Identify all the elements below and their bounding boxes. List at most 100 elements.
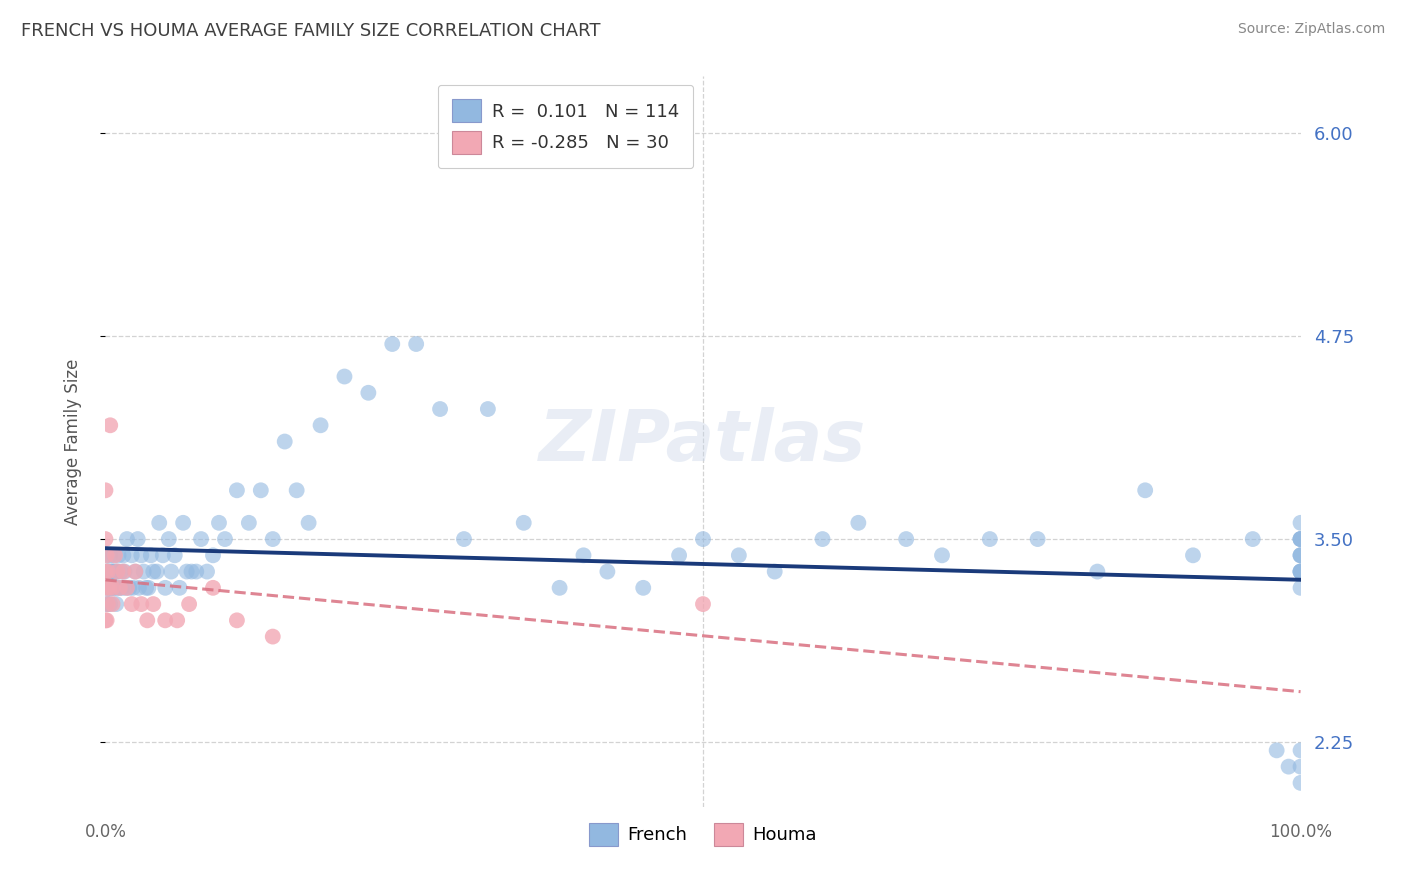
Point xyxy=(166,613,188,627)
Point xyxy=(121,597,143,611)
Point xyxy=(180,565,202,579)
Point xyxy=(129,597,153,611)
Point xyxy=(97,597,120,611)
Point xyxy=(104,581,127,595)
Point xyxy=(931,549,953,563)
Point xyxy=(811,532,834,546)
Point xyxy=(94,565,117,579)
Point xyxy=(157,532,180,546)
Point xyxy=(107,581,129,595)
Point xyxy=(142,597,165,611)
Point xyxy=(107,565,129,579)
Point xyxy=(453,532,475,546)
Point xyxy=(298,516,321,530)
Point xyxy=(225,613,249,627)
Point xyxy=(262,630,284,644)
Point xyxy=(1289,776,1312,790)
Point xyxy=(115,532,138,546)
Point xyxy=(1133,483,1156,498)
Point xyxy=(97,565,120,579)
Point xyxy=(129,549,153,563)
Point xyxy=(138,581,160,595)
Point xyxy=(1289,565,1312,579)
Point xyxy=(153,613,177,627)
Point xyxy=(309,418,332,433)
Point xyxy=(190,532,212,546)
Point xyxy=(104,549,127,563)
Point xyxy=(100,581,122,595)
Point xyxy=(94,613,117,627)
Point xyxy=(121,549,143,563)
Point xyxy=(110,565,132,579)
Point xyxy=(107,565,129,579)
Point xyxy=(128,581,150,595)
Point xyxy=(548,581,571,595)
Point xyxy=(100,581,122,595)
Point xyxy=(195,565,218,579)
Point xyxy=(1289,532,1312,546)
Point xyxy=(118,581,141,595)
Point xyxy=(172,516,194,530)
Point xyxy=(153,581,177,595)
Point xyxy=(97,581,120,595)
Point xyxy=(98,581,121,595)
Point xyxy=(979,532,1001,546)
Point xyxy=(177,597,201,611)
Point xyxy=(94,581,117,595)
Point xyxy=(108,581,131,595)
Point xyxy=(135,581,157,595)
Point xyxy=(202,549,225,563)
Point xyxy=(1181,549,1204,563)
Point xyxy=(96,549,118,563)
Point xyxy=(97,565,120,579)
Point xyxy=(1289,759,1312,773)
Point xyxy=(98,597,121,611)
Point xyxy=(96,597,118,611)
Point xyxy=(98,581,121,595)
Point xyxy=(285,483,308,498)
Point xyxy=(108,581,131,595)
Point xyxy=(896,532,918,546)
Point xyxy=(96,565,118,579)
Point xyxy=(111,581,134,595)
Point xyxy=(101,565,124,579)
Point xyxy=(1289,532,1312,546)
Point xyxy=(124,565,146,579)
Legend: French, Houma: French, Houma xyxy=(582,815,824,853)
Point xyxy=(97,565,120,579)
Point xyxy=(132,565,155,579)
Point xyxy=(96,613,118,627)
Point xyxy=(202,581,225,595)
Point xyxy=(96,549,118,563)
Point xyxy=(100,565,122,579)
Point xyxy=(381,337,404,351)
Point xyxy=(124,565,146,579)
Point xyxy=(1241,532,1264,546)
Point xyxy=(1289,516,1312,530)
Point xyxy=(333,369,356,384)
Point xyxy=(1289,565,1312,579)
Point xyxy=(273,434,295,449)
Point xyxy=(668,549,690,563)
Point xyxy=(146,565,169,579)
Point xyxy=(262,532,284,546)
Point xyxy=(1265,743,1288,757)
Point xyxy=(105,597,128,611)
Point xyxy=(148,516,170,530)
Point xyxy=(142,565,165,579)
Point xyxy=(97,597,120,611)
Point xyxy=(513,516,536,530)
Point xyxy=(101,565,124,579)
Point xyxy=(633,581,655,595)
Point xyxy=(208,516,231,530)
Point xyxy=(405,337,427,351)
Point xyxy=(1289,549,1312,563)
Point xyxy=(107,549,129,563)
Point xyxy=(225,483,249,498)
Point xyxy=(136,613,159,627)
Point xyxy=(728,549,751,563)
Point xyxy=(101,581,124,595)
Point xyxy=(98,549,121,563)
Point xyxy=(692,597,714,611)
Point xyxy=(105,565,128,579)
